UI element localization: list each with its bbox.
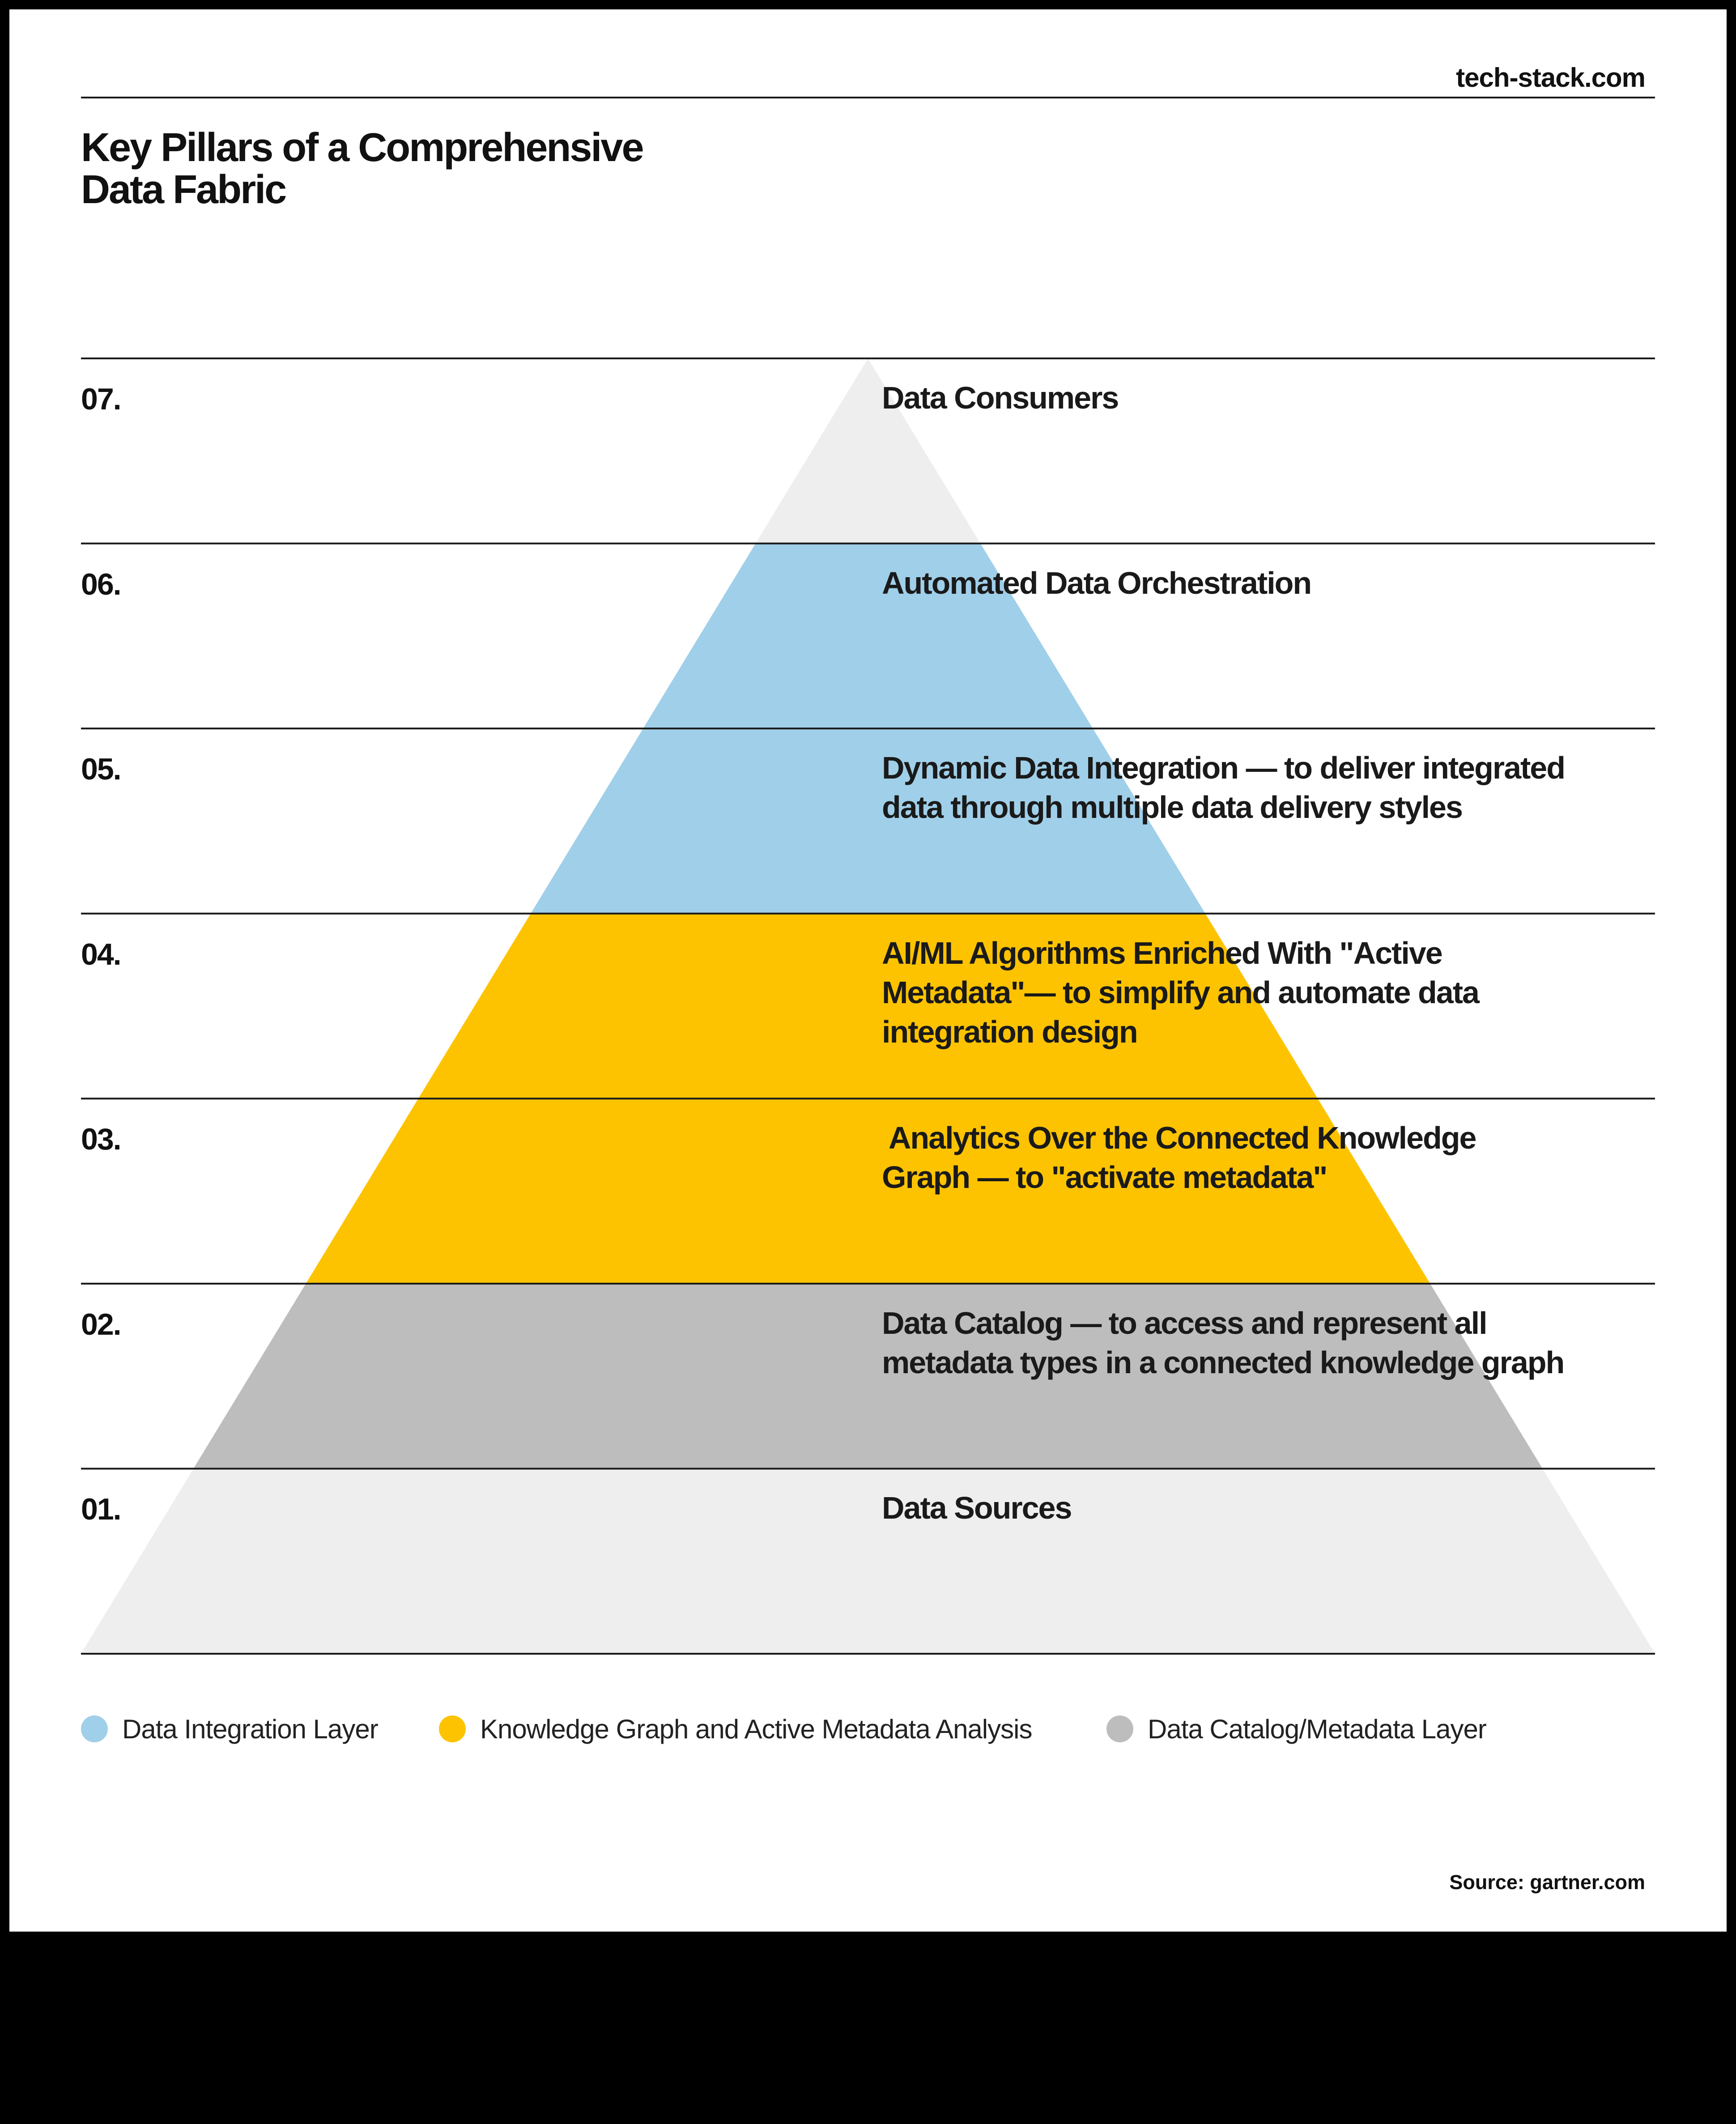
layer-description-line: Data Consumers (882, 380, 1119, 415)
pyramid-diagram (81, 358, 1655, 1655)
layer-description: Dynamic Data Integration — to deliver in… (882, 748, 1660, 827)
layer-description-line: data through multiple data delivery styl… (882, 790, 1463, 825)
layer-number: 01. (81, 1492, 122, 1527)
layer-description-line: Analytics Over the Connected Knowledge (882, 1120, 1477, 1156)
layer-description: Data Sources (882, 1488, 1660, 1528)
pyramid-band-02 (193, 1283, 1543, 1469)
layer-number: 03. (81, 1122, 122, 1157)
legend-dot-integration (81, 1715, 108, 1742)
layer-number: 05. (81, 752, 122, 787)
layer-description-line: integration design (882, 1014, 1138, 1049)
layer-description-line: Data Catalog — to access and represent a… (882, 1305, 1488, 1341)
layer-description-line: Graph — to "activate metadata" (882, 1160, 1328, 1195)
page-title: Key Pillars of a Comprehensive Data Fabr… (81, 127, 752, 211)
layer-description-line: Automated Data Orchestration (882, 565, 1312, 600)
layer-description: Data Catalog — to access and represent a… (882, 1303, 1660, 1382)
legend-dot-catalog (1106, 1715, 1133, 1742)
layer-description: Automated Data Orchestration (882, 563, 1660, 603)
site-name[interactable]: tech-stack.com (1456, 63, 1646, 93)
pyramid-band-03 (306, 1098, 1430, 1284)
legend-item-catalog: Data Catalog/Metadata Layer (1106, 1713, 1487, 1745)
layer-number: 02. (81, 1307, 122, 1341)
source-credit: Source: gartner.com (1449, 1871, 1645, 1894)
layer-number: 06. (81, 567, 122, 601)
layer-description: AI/ML Algorithms Enriched With "Active Me… (882, 933, 1660, 1051)
legend-label-knowledge: Knowledge Graph and Active Metadata Anal… (480, 1714, 1032, 1744)
infographic-card: tech-stack.com Key Pillars of a Comprehe… (9, 9, 1727, 1932)
layer-description-line: Dynamic Data Integration — to deliver in… (882, 750, 1566, 786)
layer-description: Data Consumers (882, 378, 1660, 417)
pyramid-band-01 (81, 1468, 1655, 1654)
layer-description-line: metadata types in a connected knowledge … (882, 1345, 1565, 1380)
title-line-1: Key Pillars of a Comprehensive (81, 125, 644, 170)
layer-description: Analytics Over the Connected Knowledge Gr… (882, 1118, 1660, 1197)
layer-description-line: AI/ML Algorithms Enriched With "Active (882, 935, 1443, 970)
pyramid-band-05 (531, 728, 1205, 914)
layer-number: 04. (81, 937, 122, 971)
layer-number: 07. (81, 382, 122, 416)
pyramid-band-07 (755, 358, 981, 544)
legend-dot-knowledge (439, 1715, 466, 1742)
legend-label-catalog: Data Catalog/Metadata Layer (1148, 1714, 1487, 1744)
title-line-2: Data Fabric (81, 167, 287, 212)
pyramid-band-06 (643, 543, 1093, 729)
pyramid-band-04 (418, 913, 1318, 1099)
layer-description-line: Metadata"— to simplify and automate data (882, 975, 1480, 1010)
legend-item-knowledge: Knowledge Graph and Active Metadata Anal… (439, 1713, 1032, 1745)
legend-label-integration: Data Integration Layer (122, 1714, 379, 1744)
header-divider (81, 97, 1655, 98)
layer-description-line: Data Sources (882, 1490, 1072, 1526)
legend-item-integration: Data Integration Layer (81, 1713, 379, 1745)
